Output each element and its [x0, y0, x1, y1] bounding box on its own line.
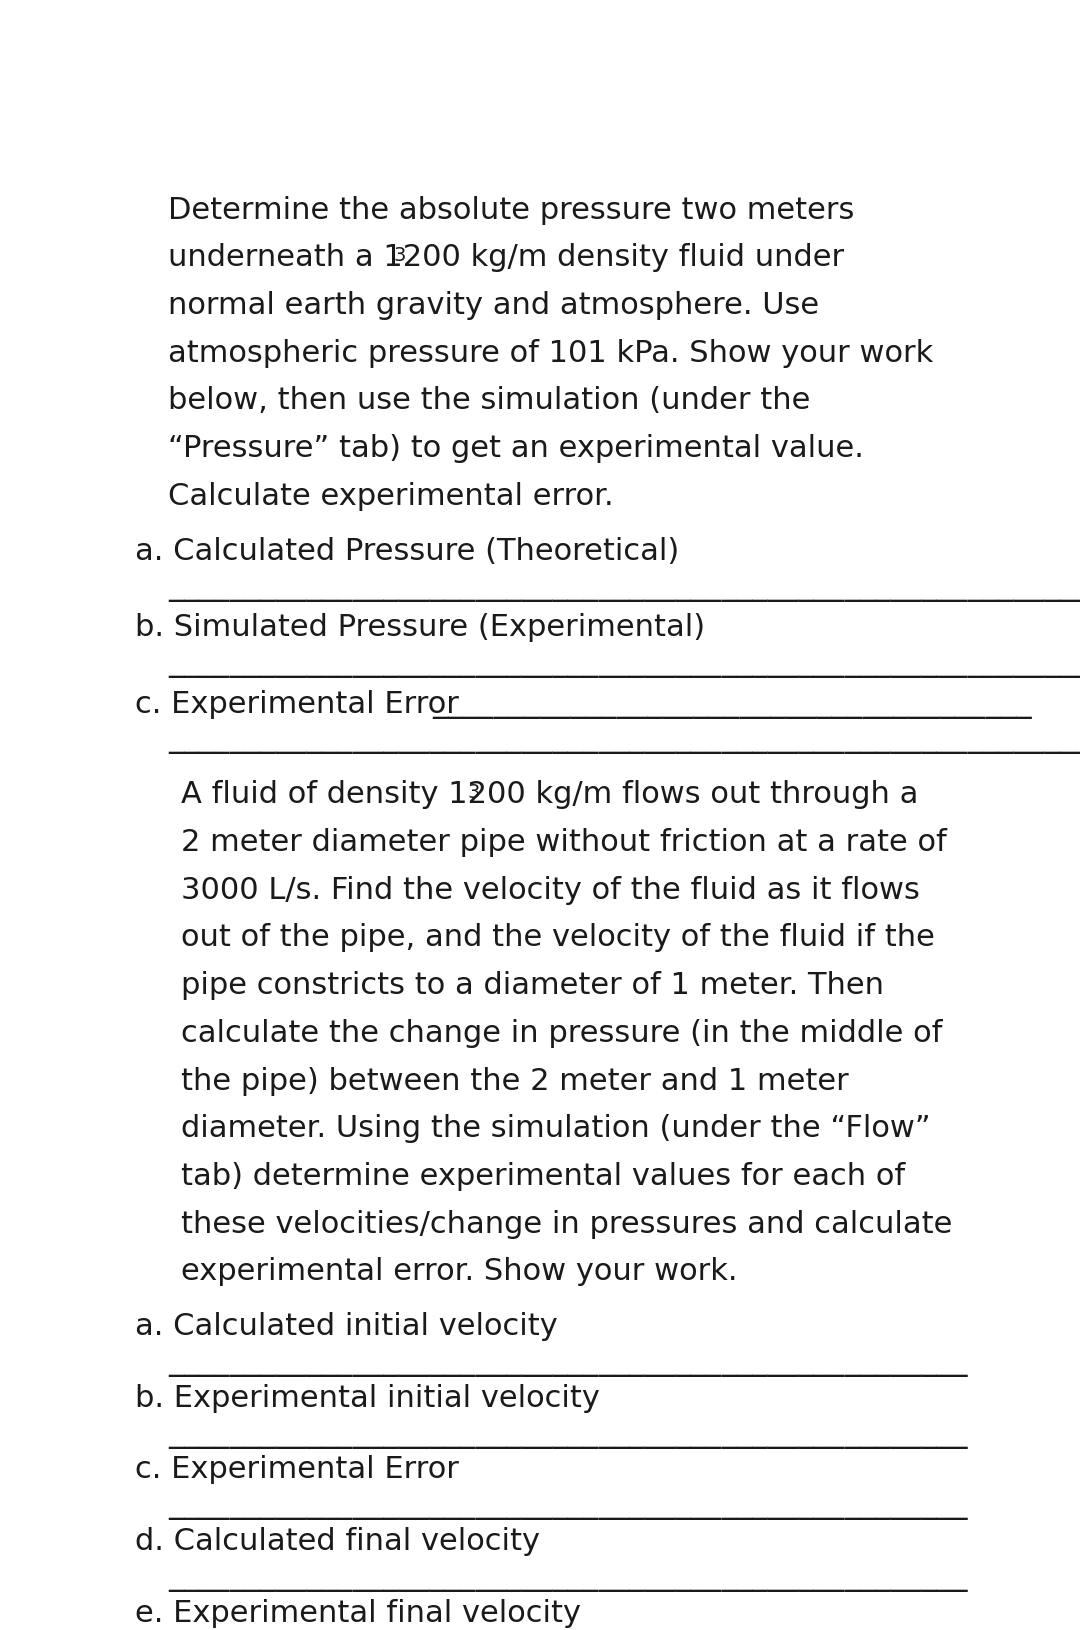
- Text: d. Calculated final velocity: d. Calculated final velocity: [135, 1526, 540, 1555]
- Text: 3000 L/s. Find the velocity of the fluid as it flows: 3000 L/s. Find the velocity of the fluid…: [181, 875, 920, 905]
- Text: ____________________________________________________: ________________________________________…: [168, 1418, 968, 1447]
- Text: “Pressure” tab) to get an experimental value.: “Pressure” tab) to get an experimental v…: [168, 434, 864, 463]
- Text: c. Experimental Error: c. Experimental Error: [135, 689, 459, 719]
- Text: 3: 3: [393, 246, 406, 264]
- Text: ____________________________________________________: ________________________________________…: [168, 1490, 968, 1519]
- Text: underneath a 1200 kg/m density fluid under: underneath a 1200 kg/m density fluid und…: [168, 243, 845, 272]
- Text: out of the pipe, and the velocity of the fluid if the: out of the pipe, and the velocity of the…: [181, 923, 935, 952]
- Text: calculate the change in pressure (in the middle of: calculate the change in pressure (in the…: [181, 1019, 943, 1046]
- Text: b. Simulated Pressure (Experimental): b. Simulated Pressure (Experimental): [135, 613, 705, 642]
- Text: A fluid of density 1200 kg/m flows out through a: A fluid of density 1200 kg/m flows out t…: [181, 779, 918, 808]
- Text: pipe constricts to a diameter of 1 meter. Then: pipe constricts to a diameter of 1 meter…: [181, 970, 885, 999]
- Text: a. Calculated initial velocity: a. Calculated initial velocity: [135, 1312, 557, 1340]
- Text: ____________________________________________________: ________________________________________…: [168, 1348, 968, 1376]
- Text: atmospheric pressure of 101 kPa. Show your work: atmospheric pressure of 101 kPa. Show yo…: [168, 339, 934, 367]
- Text: ___________________________________________________________________: ________________________________________…: [168, 649, 1080, 678]
- Text: 3: 3: [468, 782, 480, 800]
- Text: Determine the absolute pressure two meters: Determine the absolute pressure two mete…: [168, 196, 855, 225]
- Text: _______________________________________: _______________________________________: [432, 689, 1031, 719]
- Text: experimental error. Show your work.: experimental error. Show your work.: [181, 1257, 738, 1286]
- Text: tab) determine experimental values for each of: tab) determine experimental values for e…: [181, 1161, 905, 1190]
- Text: a. Calculated Pressure (Theoretical): a. Calculated Pressure (Theoretical): [135, 536, 679, 566]
- Text: these velocities/change in pressures and calculate: these velocities/change in pressures and…: [181, 1209, 953, 1237]
- Text: 2 meter diameter pipe without friction at a rate of: 2 meter diameter pipe without friction a…: [181, 828, 947, 856]
- Text: ____________________________________________________: ________________________________________…: [168, 1562, 968, 1591]
- Text: c. Experimental Error: c. Experimental Error: [135, 1454, 459, 1483]
- Text: b. Experimental initial velocity: b. Experimental initial velocity: [135, 1384, 599, 1412]
- Text: normal earth gravity and atmosphere. Use: normal earth gravity and atmosphere. Use: [168, 290, 820, 319]
- Text: the pipe) between the 2 meter and 1 meter: the pipe) between the 2 meter and 1 mete…: [181, 1066, 849, 1095]
- Text: Calculate experimental error.: Calculate experimental error.: [168, 481, 615, 510]
- Text: ___________________________________________________________________: ________________________________________…: [168, 572, 1080, 601]
- Text: diameter. Using the simulation (under the “Flow”: diameter. Using the simulation (under th…: [181, 1113, 931, 1143]
- Text: ___________________________________________________________________: ________________________________________…: [168, 725, 1080, 753]
- Text: e. Experimental final velocity: e. Experimental final velocity: [135, 1597, 581, 1627]
- Text: below, then use the simulation (under the: below, then use the simulation (under th…: [168, 386, 811, 416]
